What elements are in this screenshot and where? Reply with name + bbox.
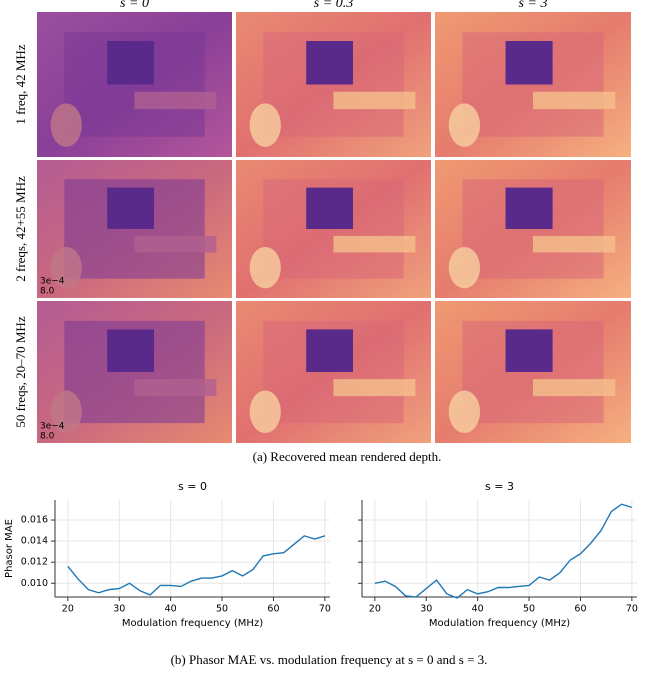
table <box>533 379 616 397</box>
chart-title: s = 3 <box>485 480 514 493</box>
window <box>306 187 353 229</box>
plant <box>50 103 82 147</box>
plant <box>448 103 481 147</box>
caption: (a) Recovered mean rendered depth. <box>253 449 442 464</box>
x-tick-label: 30 <box>113 604 125 615</box>
chart-title: s = 0 <box>178 480 207 493</box>
plant <box>448 390 481 434</box>
table <box>134 379 217 397</box>
x-tick-label: 40 <box>165 604 177 615</box>
x-tick-label: 30 <box>420 604 432 615</box>
line-series <box>374 503 633 599</box>
panel-max: 8.0 <box>40 432 55 442</box>
x-tick-label: 40 <box>472 604 484 615</box>
column-header: s = 3 <box>519 0 548 11</box>
plant <box>249 246 281 289</box>
plant <box>448 246 481 289</box>
y-tick-label: 0.016 <box>21 515 48 526</box>
window <box>306 41 353 85</box>
row-label: 1 freq, 42 MHz <box>13 44 28 124</box>
window <box>505 187 553 229</box>
plant <box>249 390 281 434</box>
x-axis-label: Modulation frequency (MHz) <box>429 618 570 629</box>
x-tick-label: 60 <box>267 604 279 615</box>
y-tick-label: 0.012 <box>21 557 48 568</box>
x-tick-label: 70 <box>319 604 331 615</box>
row-label: 50 freqs, 20–70 MHz <box>13 316 28 427</box>
plant <box>50 390 82 434</box>
window <box>107 41 154 85</box>
window <box>306 329 353 372</box>
table <box>333 91 416 110</box>
column-header: s = 0.3 <box>314 0 353 11</box>
window <box>107 329 154 372</box>
plant <box>50 246 82 289</box>
depth-panels <box>37 12 631 443</box>
line-series <box>67 535 326 596</box>
plant <box>249 103 281 147</box>
x-tick-label: 70 <box>626 604 638 615</box>
window <box>505 329 553 372</box>
x-tick-label: 60 <box>574 604 586 615</box>
window <box>107 187 154 229</box>
table <box>533 235 616 253</box>
table <box>134 235 217 253</box>
panel-max: 8.0 <box>40 287 55 297</box>
x-tick-label: 20 <box>369 604 381 615</box>
y-tick-label: 0.014 <box>21 536 48 547</box>
table <box>333 379 416 397</box>
caption: (b) Phasor MAE vs. modulation frequency … <box>171 652 488 667</box>
y-tick-label: 0.010 <box>21 578 48 589</box>
table <box>333 235 416 253</box>
x-tick-label: 50 <box>216 604 228 615</box>
panel-scale: 3e−4 <box>40 277 65 287</box>
x-tick-label: 20 <box>62 604 74 615</box>
row-label: 2 freqs, 42+55 MHz <box>13 176 28 282</box>
panel-scale: 3e−4 <box>40 422 65 432</box>
window <box>505 41 553 85</box>
x-axis-label: Modulation frequency (MHz) <box>122 618 263 629</box>
x-tick-label: 50 <box>523 604 535 615</box>
column-header: s = 0 <box>120 0 149 11</box>
table <box>134 91 217 110</box>
table <box>533 91 616 110</box>
y-axis-label: Phasor MAE <box>4 519 15 578</box>
